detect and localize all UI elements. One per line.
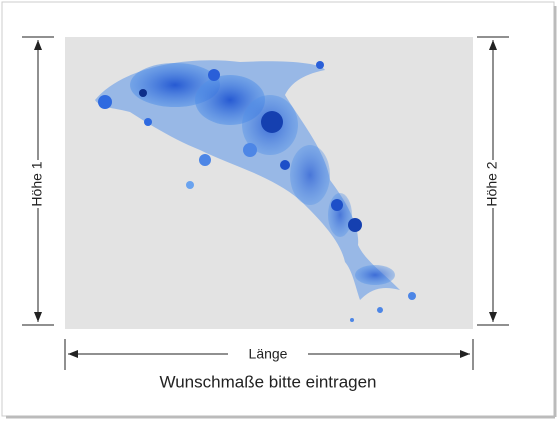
length-label: Länge (249, 346, 288, 362)
caption: Wunschmaße bitte eintragen (159, 372, 376, 391)
height-label-right: Höhe 2 (484, 161, 500, 206)
height-label-left: Höhe 1 (29, 161, 45, 206)
dimension-bottom (64, 339, 474, 370)
dolphin-splatter (95, 60, 416, 322)
dimension-right (477, 36, 509, 326)
dimension-left (22, 36, 54, 326)
